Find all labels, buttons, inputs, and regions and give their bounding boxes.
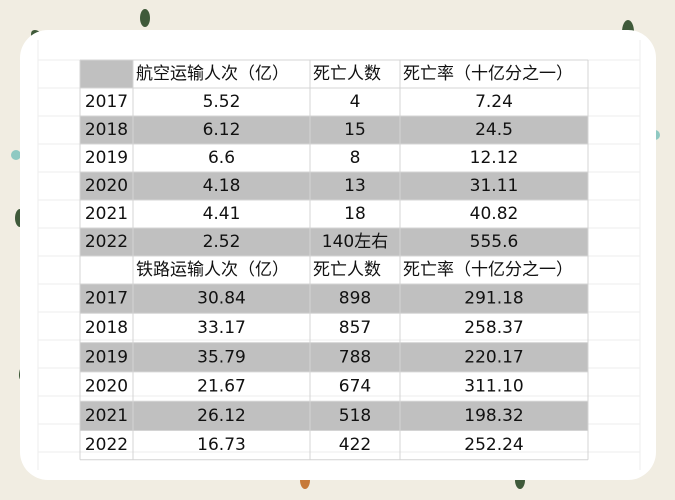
value-cell: 422 <box>339 435 371 455</box>
value-cell: 4 <box>350 92 361 112</box>
value-cell: 30.84 <box>197 289 246 309</box>
value-cell: 4.18 <box>203 176 241 196</box>
year-cell: 2019 <box>85 148 128 168</box>
value-cell: 5.52 <box>203 92 241 112</box>
column-header: 航空运输人次（亿） <box>136 64 289 84</box>
value-cell: 40.82 <box>470 204 519 224</box>
year-cell: 2017 <box>85 289 128 309</box>
value-cell: 12.12 <box>470 148 519 168</box>
value-cell: 898 <box>339 289 371 309</box>
year-cell: 2022 <box>85 435 128 455</box>
column-header: 铁路运输人次（亿） <box>136 260 289 280</box>
value-cell: 4.41 <box>203 204 241 224</box>
row-shade <box>80 116 588 144</box>
value-cell: 24.5 <box>475 120 513 140</box>
value-cell: 674 <box>339 377 371 397</box>
value-cell: 26.12 <box>197 406 246 426</box>
value-cell: 7.24 <box>475 92 513 112</box>
value-cell: 6.12 <box>203 120 241 140</box>
year-cell: 2018 <box>85 318 128 338</box>
value-cell: 788 <box>339 347 371 367</box>
year-cell: 2022 <box>85 232 128 252</box>
value-cell: 555.6 <box>470 232 519 252</box>
year-cell: 2018 <box>85 120 128 140</box>
year-cell: 2021 <box>85 406 128 426</box>
value-cell: 518 <box>339 406 371 426</box>
row-shade <box>80 284 588 314</box>
value-cell: 31.11 <box>470 176 519 196</box>
value-cell: 857 <box>339 318 371 338</box>
value-cell: 198.32 <box>464 406 523 426</box>
header-cell <box>80 60 133 88</box>
year-cell: 2021 <box>85 204 128 224</box>
year-cell: 2020 <box>85 377 128 397</box>
value-cell: 35.79 <box>197 347 246 367</box>
value-cell: 140左右 <box>322 232 388 252</box>
value-cell: 291.18 <box>464 289 523 309</box>
column-header: 死亡率（十亿分之一） <box>403 260 573 280</box>
value-cell: 15 <box>344 120 366 140</box>
value-cell: 2.52 <box>203 232 241 252</box>
column-header: 死亡率（十亿分之一） <box>403 64 573 84</box>
table: 航空运输人次（亿） 死亡人数 死亡率（十亿分之一）2017 5.52 4 7.242018… <box>37 40 641 470</box>
column-header: 死亡人数 <box>313 64 381 84</box>
value-cell: 6.6 <box>208 148 235 168</box>
value-cell: 13 <box>344 176 366 196</box>
row-shade <box>80 401 588 431</box>
row-shade <box>80 172 588 200</box>
value-cell: 8 <box>350 148 361 168</box>
value-cell: 311.10 <box>464 377 523 397</box>
row-shade <box>80 342 588 372</box>
year-cell: 2017 <box>85 92 128 112</box>
value-cell: 258.37 <box>464 318 523 338</box>
year-cell: 2020 <box>85 176 128 196</box>
column-header: 死亡人数 <box>313 260 381 280</box>
value-cell: 220.17 <box>464 347 523 367</box>
row-shade <box>80 228 588 256</box>
year-cell: 2019 <box>85 347 128 367</box>
value-cell: 33.17 <box>197 318 246 338</box>
value-cell: 16.73 <box>197 435 246 455</box>
value-cell: 21.67 <box>197 377 246 397</box>
value-cell: 252.24 <box>464 435 523 455</box>
value-cell: 18 <box>344 204 366 224</box>
